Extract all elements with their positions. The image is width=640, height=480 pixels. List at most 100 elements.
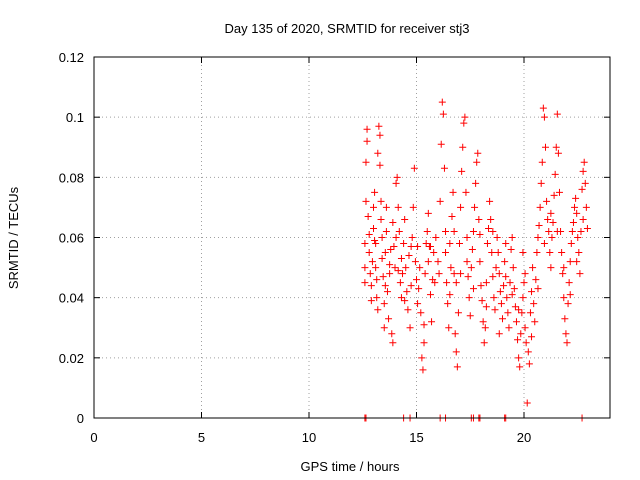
data-point (562, 330, 570, 338)
data-point (414, 243, 422, 251)
data-point (572, 194, 580, 202)
data-point (446, 240, 454, 248)
data-point (421, 270, 429, 278)
data-point (510, 285, 518, 293)
data-point (432, 234, 440, 241)
data-point (364, 212, 372, 220)
data-point (544, 215, 552, 223)
data-point (375, 122, 383, 130)
data-point (505, 324, 513, 332)
y-tick-label: 0.04 (59, 291, 84, 306)
data-point (367, 297, 375, 305)
data-point (525, 360, 533, 368)
data-point (420, 321, 428, 329)
data-point (409, 203, 417, 211)
data-point (571, 203, 579, 211)
data-point (476, 258, 484, 266)
data-point (545, 227, 553, 235)
data-point (430, 249, 438, 257)
data-point (471, 203, 479, 211)
data-points (361, 98, 591, 422)
data-point (582, 203, 590, 211)
data-point (453, 363, 461, 371)
data-point (449, 188, 457, 196)
data-point (431, 279, 439, 287)
data-point (461, 113, 469, 121)
data-point (507, 246, 515, 254)
data-point (550, 191, 558, 199)
data-point (482, 303, 490, 311)
data-point (399, 270, 407, 278)
data-point (478, 297, 486, 305)
data-point (540, 113, 548, 121)
data-point (536, 203, 544, 211)
data-point (451, 330, 459, 338)
data-point (553, 110, 561, 118)
data-point (519, 294, 527, 302)
data-point (401, 215, 409, 223)
data-point (365, 249, 373, 257)
data-point (410, 164, 418, 172)
data-point (552, 143, 560, 151)
data-point (559, 270, 567, 278)
data-point (435, 270, 443, 278)
data-point (368, 258, 376, 266)
data-point (426, 243, 434, 251)
data-point (574, 234, 582, 241)
data-point (491, 306, 499, 314)
data-point (509, 264, 517, 272)
data-point (367, 282, 375, 290)
data-point (363, 137, 371, 145)
data-point (537, 179, 545, 187)
data-point (511, 303, 519, 311)
data-point (419, 366, 427, 374)
data-point (565, 279, 573, 287)
data-point (469, 285, 477, 293)
data-point (362, 158, 370, 166)
data-point (496, 288, 504, 296)
data-point (377, 215, 385, 223)
data-point (469, 227, 477, 235)
data-point (479, 318, 487, 326)
data-point (372, 264, 380, 272)
data-point (553, 227, 561, 235)
data-point (493, 234, 501, 241)
data-point (456, 240, 463, 248)
data-point (460, 119, 468, 127)
data-point (549, 218, 557, 226)
data-point (397, 294, 405, 302)
data-point (518, 309, 526, 317)
data-point (506, 279, 514, 287)
data-point (365, 230, 373, 238)
data-point (381, 249, 389, 257)
data-point (568, 227, 576, 235)
data-point (551, 170, 559, 178)
data-point (373, 276, 381, 284)
data-point (520, 279, 528, 287)
data-point (382, 227, 390, 235)
data-point (423, 227, 431, 235)
data-point (434, 258, 442, 266)
data-point (390, 243, 398, 251)
y-tick-label: 0.12 (59, 50, 84, 65)
data-point (407, 282, 415, 290)
data-point (407, 243, 415, 251)
data-point (563, 339, 571, 347)
data-point (576, 270, 584, 278)
y-tick-label: 0.06 (59, 231, 84, 246)
data-point (392, 179, 400, 187)
data-point (472, 179, 480, 187)
data-point (445, 324, 453, 332)
data-point (573, 258, 581, 266)
x-tick-label: 10 (302, 430, 316, 445)
plot-frame (93, 56, 611, 419)
data-point (489, 227, 497, 235)
data-point (548, 234, 556, 241)
data-point (497, 300, 505, 308)
data-point (535, 221, 543, 229)
data-point (400, 240, 408, 248)
data-point (414, 300, 422, 308)
data-point (533, 249, 541, 257)
data-point (502, 240, 510, 248)
